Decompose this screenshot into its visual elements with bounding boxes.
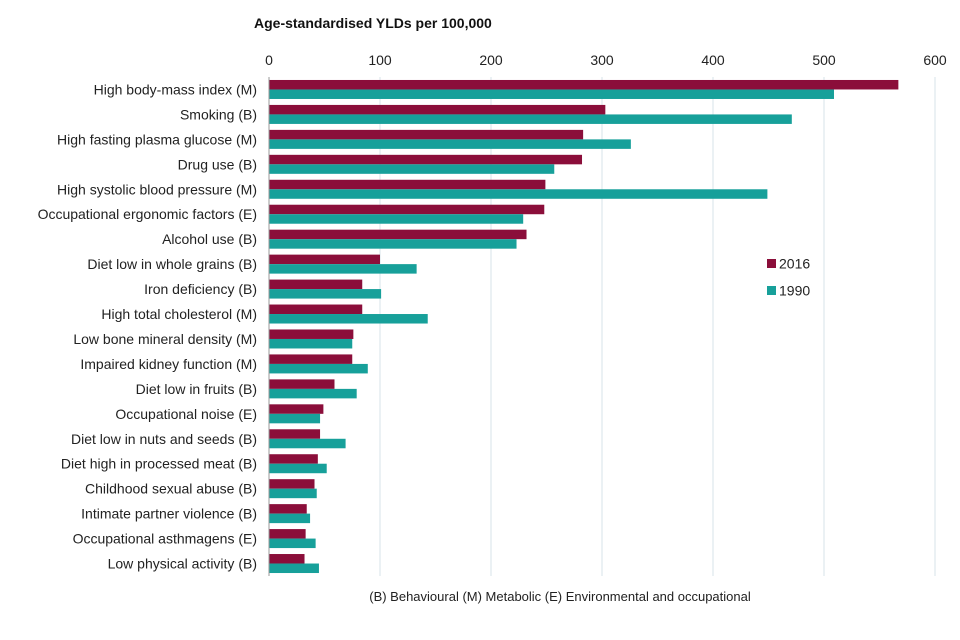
bar-1990 xyxy=(269,538,316,549)
category-label: Drug use (B) xyxy=(178,156,257,172)
gridlines xyxy=(379,77,936,576)
category-labels: High body-mass index (M) Smoking (B) High … xyxy=(38,81,257,571)
bar-2016 xyxy=(269,304,363,315)
bar-1990 xyxy=(269,114,792,124)
category-label: Diet low in fruits (B) xyxy=(136,381,257,397)
bar-2016 xyxy=(269,404,324,414)
bar-2016 xyxy=(269,529,306,539)
legend-label-1990: 1990 xyxy=(779,283,810,299)
bar-2016 xyxy=(269,154,583,165)
bar-1990 xyxy=(269,289,382,299)
bar-1990 xyxy=(269,488,317,499)
bar-1990 xyxy=(269,314,428,324)
x-tick-label: 100 xyxy=(368,52,392,68)
bar-1990 xyxy=(269,139,631,149)
bar-1990 xyxy=(269,164,555,174)
bar-1990 xyxy=(269,388,357,399)
x-tick-label: 0 xyxy=(265,52,273,68)
category-label: Occupational noise (E) xyxy=(115,406,257,422)
legend-swatch-2016 xyxy=(767,259,776,268)
legend: 2016 1990 xyxy=(767,256,810,299)
bar-2016 xyxy=(269,379,335,389)
bar-1990 xyxy=(269,214,524,224)
category-label: Diet low in nuts and seeds (B) xyxy=(71,431,257,447)
category-label: Alcohol use (B) xyxy=(162,231,257,247)
x-tick-label: 300 xyxy=(590,52,614,68)
category-label: Childhood sexual abuse (B) xyxy=(85,481,257,497)
bar-2016 xyxy=(269,479,315,489)
category-label: Smoking (B) xyxy=(180,106,257,122)
category-label: Low bone mineral density (M) xyxy=(73,331,257,347)
category-label: Iron deficiency (B) xyxy=(144,281,257,297)
x-axis-ticks: 0 100 200 300 400 500 600 xyxy=(265,52,947,68)
x-tick-label: 200 xyxy=(479,52,503,68)
bar-2016 xyxy=(269,554,305,564)
x-tick-label: 400 xyxy=(701,52,725,68)
x-tick-label: 500 xyxy=(812,52,836,68)
bar-1990 xyxy=(269,363,368,374)
bar-1990 xyxy=(269,89,834,99)
category-label: Intimate partner violence (B) xyxy=(81,506,257,522)
bar-2016 xyxy=(269,229,527,240)
bar-1990 xyxy=(269,189,768,199)
bar-2016 xyxy=(269,504,307,514)
category-label: High body-mass index (M) xyxy=(94,81,257,97)
bar-1990 xyxy=(269,563,319,574)
bar-2016 xyxy=(269,279,363,290)
bar-2016 xyxy=(269,354,353,364)
bar-2016 xyxy=(269,104,606,115)
category-label: Impaired kidney function (M) xyxy=(80,356,257,372)
footnote: (B) Behavioural (M) Metabolic (E) Enviro… xyxy=(369,589,751,604)
bar-2016 xyxy=(269,454,318,464)
bar-1990 xyxy=(269,239,517,249)
bar-1990 xyxy=(269,264,417,274)
category-label: High fasting plasma glucose (M) xyxy=(57,131,257,147)
category-label: Low physical activity (B) xyxy=(108,556,257,572)
bar-2016 xyxy=(269,429,321,439)
bar-1990 xyxy=(269,513,311,524)
bar-1990 xyxy=(269,438,346,449)
bars xyxy=(269,79,899,574)
bar-2016 xyxy=(269,129,584,140)
bar-2016 xyxy=(269,79,899,90)
category-label: Diet low in whole grains (B) xyxy=(87,256,257,272)
bar-2016 xyxy=(269,179,546,190)
legend-swatch-1990 xyxy=(767,286,776,295)
category-label: High systolic blood pressure (M) xyxy=(57,181,257,197)
axis-title: Age-standardised YLDs per 100,000 xyxy=(254,15,492,31)
category-label: High total cholesterol (M) xyxy=(101,306,257,322)
bar-2016 xyxy=(269,254,380,265)
category-label: Diet high in processed meat (B) xyxy=(61,456,257,472)
bar-1990 xyxy=(269,413,321,424)
bar-1990 xyxy=(269,338,353,349)
legend-label-2016: 2016 xyxy=(779,256,810,272)
x-tick-label: 600 xyxy=(923,52,947,68)
bar-1990 xyxy=(269,463,327,474)
bar-2016 xyxy=(269,204,545,215)
bar-2016 xyxy=(269,329,354,339)
category-label: Occupational asthmagens (E) xyxy=(73,531,257,547)
category-label: Occupational ergonomic factors (E) xyxy=(38,206,257,222)
